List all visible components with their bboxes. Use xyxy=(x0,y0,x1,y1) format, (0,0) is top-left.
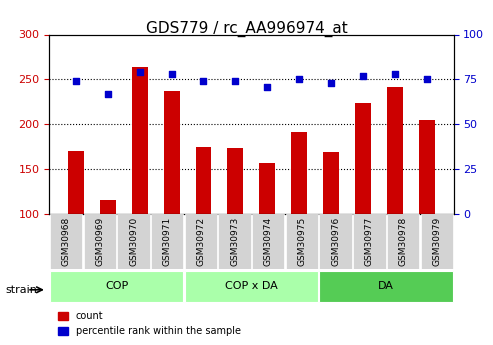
Text: GSM30973: GSM30973 xyxy=(230,217,239,266)
Bar xyxy=(164,91,179,214)
Point xyxy=(327,80,335,86)
Text: GSM30978: GSM30978 xyxy=(398,217,408,266)
Bar xyxy=(68,151,84,214)
FancyBboxPatch shape xyxy=(319,214,352,269)
Point xyxy=(423,77,431,82)
Point xyxy=(391,71,399,77)
Text: GSM30979: GSM30979 xyxy=(432,217,441,266)
Bar xyxy=(196,147,211,214)
Bar xyxy=(355,103,371,214)
FancyBboxPatch shape xyxy=(218,214,251,269)
FancyBboxPatch shape xyxy=(185,214,217,269)
Text: GSM30975: GSM30975 xyxy=(297,217,307,266)
FancyBboxPatch shape xyxy=(286,214,318,269)
Point xyxy=(232,78,240,84)
Text: GSM30974: GSM30974 xyxy=(264,217,273,266)
Point xyxy=(71,78,79,84)
Text: DA: DA xyxy=(378,282,394,291)
Text: COP x DA: COP x DA xyxy=(225,282,278,291)
Text: strain: strain xyxy=(5,285,37,295)
Bar xyxy=(291,132,307,214)
Text: GSM30976: GSM30976 xyxy=(331,217,340,266)
Point xyxy=(263,84,271,89)
Text: GDS779 / rc_AA996974_at: GDS779 / rc_AA996974_at xyxy=(145,21,348,37)
Point xyxy=(295,77,303,82)
FancyBboxPatch shape xyxy=(353,214,386,269)
Bar xyxy=(259,163,276,214)
Bar xyxy=(323,152,339,214)
FancyBboxPatch shape xyxy=(151,214,183,269)
FancyBboxPatch shape xyxy=(252,214,284,269)
Bar xyxy=(387,87,403,214)
Bar xyxy=(100,199,116,214)
Text: COP: COP xyxy=(105,282,128,291)
Point xyxy=(136,69,143,75)
Point xyxy=(200,78,208,84)
FancyBboxPatch shape xyxy=(421,214,453,269)
Text: GSM30977: GSM30977 xyxy=(365,217,374,266)
Point xyxy=(359,73,367,79)
Bar xyxy=(132,67,147,214)
Text: GSM30968: GSM30968 xyxy=(62,217,70,266)
Text: GSM30970: GSM30970 xyxy=(129,217,138,266)
Point xyxy=(168,71,176,77)
Legend: count, percentile rank within the sample: count, percentile rank within the sample xyxy=(54,307,245,340)
FancyBboxPatch shape xyxy=(319,271,453,302)
Text: GSM30969: GSM30969 xyxy=(95,217,105,266)
FancyBboxPatch shape xyxy=(50,214,82,269)
FancyBboxPatch shape xyxy=(50,271,183,302)
Bar xyxy=(227,148,244,214)
Point xyxy=(104,91,111,97)
FancyBboxPatch shape xyxy=(117,214,150,269)
Bar xyxy=(419,120,435,214)
FancyBboxPatch shape xyxy=(84,214,116,269)
FancyBboxPatch shape xyxy=(387,214,419,269)
FancyBboxPatch shape xyxy=(185,271,318,302)
Text: GSM30971: GSM30971 xyxy=(163,217,172,266)
Text: GSM30972: GSM30972 xyxy=(196,217,206,266)
